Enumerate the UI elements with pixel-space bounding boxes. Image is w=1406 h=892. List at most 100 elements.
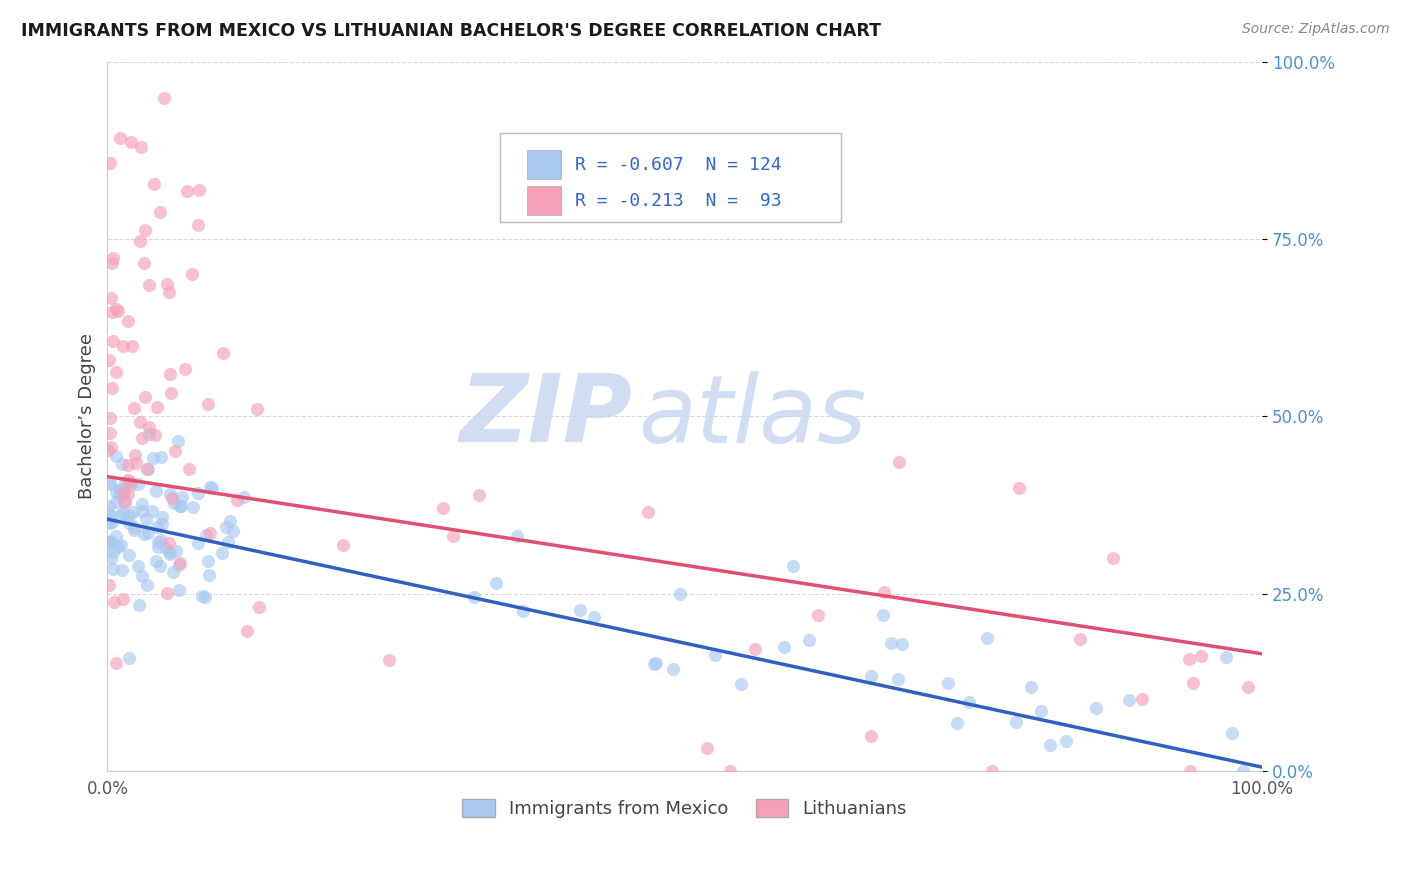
Point: [146, 535, 169, 549]
Point: [125, 456, 148, 470]
Point: [957, 695, 980, 709]
Point: [110, 131, 132, 145]
Point: [1182, 675, 1205, 690]
Point: [111, 592, 134, 607]
Point: [198, 526, 221, 541]
Point: [111, 506, 134, 520]
Point: [135, 512, 157, 526]
Point: [105, 484, 128, 499]
Point: [463, 590, 485, 604]
Point: [101, 545, 124, 559]
Point: [138, 278, 160, 293]
Point: [110, 538, 132, 552]
Point: [131, 569, 153, 583]
Point: [103, 562, 125, 576]
Point: [134, 527, 156, 541]
FancyBboxPatch shape: [526, 151, 561, 178]
Point: [936, 676, 959, 690]
Point: [128, 234, 150, 248]
Point: [107, 304, 129, 318]
Point: [117, 474, 139, 488]
Point: [197, 568, 219, 582]
Point: [98, 411, 121, 425]
Point: [806, 607, 828, 622]
Point: [114, 495, 136, 509]
Point: [150, 517, 173, 532]
Point: [127, 476, 149, 491]
Point: [131, 497, 153, 511]
Point: [378, 653, 401, 667]
Point: [645, 656, 668, 670]
Point: [149, 558, 172, 573]
Point: [1189, 648, 1212, 663]
Point: [718, 764, 741, 778]
Point: [108, 508, 131, 522]
Point: [484, 576, 506, 591]
Point: [97, 499, 120, 513]
Point: [1102, 551, 1125, 566]
Point: [669, 587, 692, 601]
Point: [100, 440, 122, 454]
Point: [138, 420, 160, 434]
Point: [188, 183, 211, 197]
Point: [112, 485, 135, 500]
Point: [145, 484, 167, 499]
Point: [162, 496, 184, 510]
Point: [976, 631, 998, 645]
Point: [181, 500, 204, 514]
Point: [114, 476, 136, 491]
Point: [1130, 691, 1153, 706]
Point: [131, 140, 153, 154]
Point: [100, 535, 122, 549]
Point: [198, 481, 221, 495]
Point: [1237, 680, 1260, 694]
Point: [143, 177, 166, 191]
Text: atlas: atlas: [638, 371, 866, 462]
Point: [703, 648, 725, 662]
Point: [122, 520, 145, 534]
Point: [569, 603, 592, 617]
Point: [97, 538, 120, 552]
Text: ZIP: ZIP: [460, 370, 633, 462]
Point: [97, 353, 120, 368]
Point: [1005, 715, 1028, 730]
Point: [131, 430, 153, 444]
Point: [197, 397, 219, 411]
Point: [1215, 650, 1237, 665]
Point: [136, 526, 159, 541]
Point: [582, 609, 605, 624]
Point: [105, 365, 128, 379]
Point: [159, 487, 181, 501]
Point: [782, 558, 804, 573]
Point: [111, 563, 134, 577]
Point: [176, 185, 198, 199]
Point: [222, 524, 245, 539]
Point: [797, 632, 820, 647]
Point: [170, 491, 193, 505]
Point: [134, 256, 156, 270]
Point: [195, 528, 218, 542]
Text: IMMIGRANTS FROM MEXICO VS LITHUANIAN BACHELOR'S DEGREE CORRELATION CHART: IMMIGRANTS FROM MEXICO VS LITHUANIAN BAC…: [21, 22, 882, 40]
Point: [180, 267, 202, 281]
Point: [187, 219, 209, 233]
Point: [97, 578, 120, 592]
Text: R = -0.607  N = 124: R = -0.607 N = 124: [575, 156, 782, 174]
Point: [887, 454, 910, 468]
Point: [174, 361, 197, 376]
Point: [773, 640, 796, 655]
Point: [145, 554, 167, 568]
Point: [1029, 704, 1052, 718]
Point: [506, 529, 529, 543]
Point: [860, 669, 883, 683]
Point: [190, 590, 212, 604]
Point: [157, 545, 180, 559]
Point: [512, 604, 534, 618]
Point: [122, 523, 145, 537]
Point: [859, 730, 882, 744]
Point: [110, 483, 132, 498]
Point: [637, 505, 659, 519]
Point: [1039, 738, 1062, 752]
Point: [443, 529, 465, 543]
Point: [169, 499, 191, 513]
Point: [122, 401, 145, 415]
